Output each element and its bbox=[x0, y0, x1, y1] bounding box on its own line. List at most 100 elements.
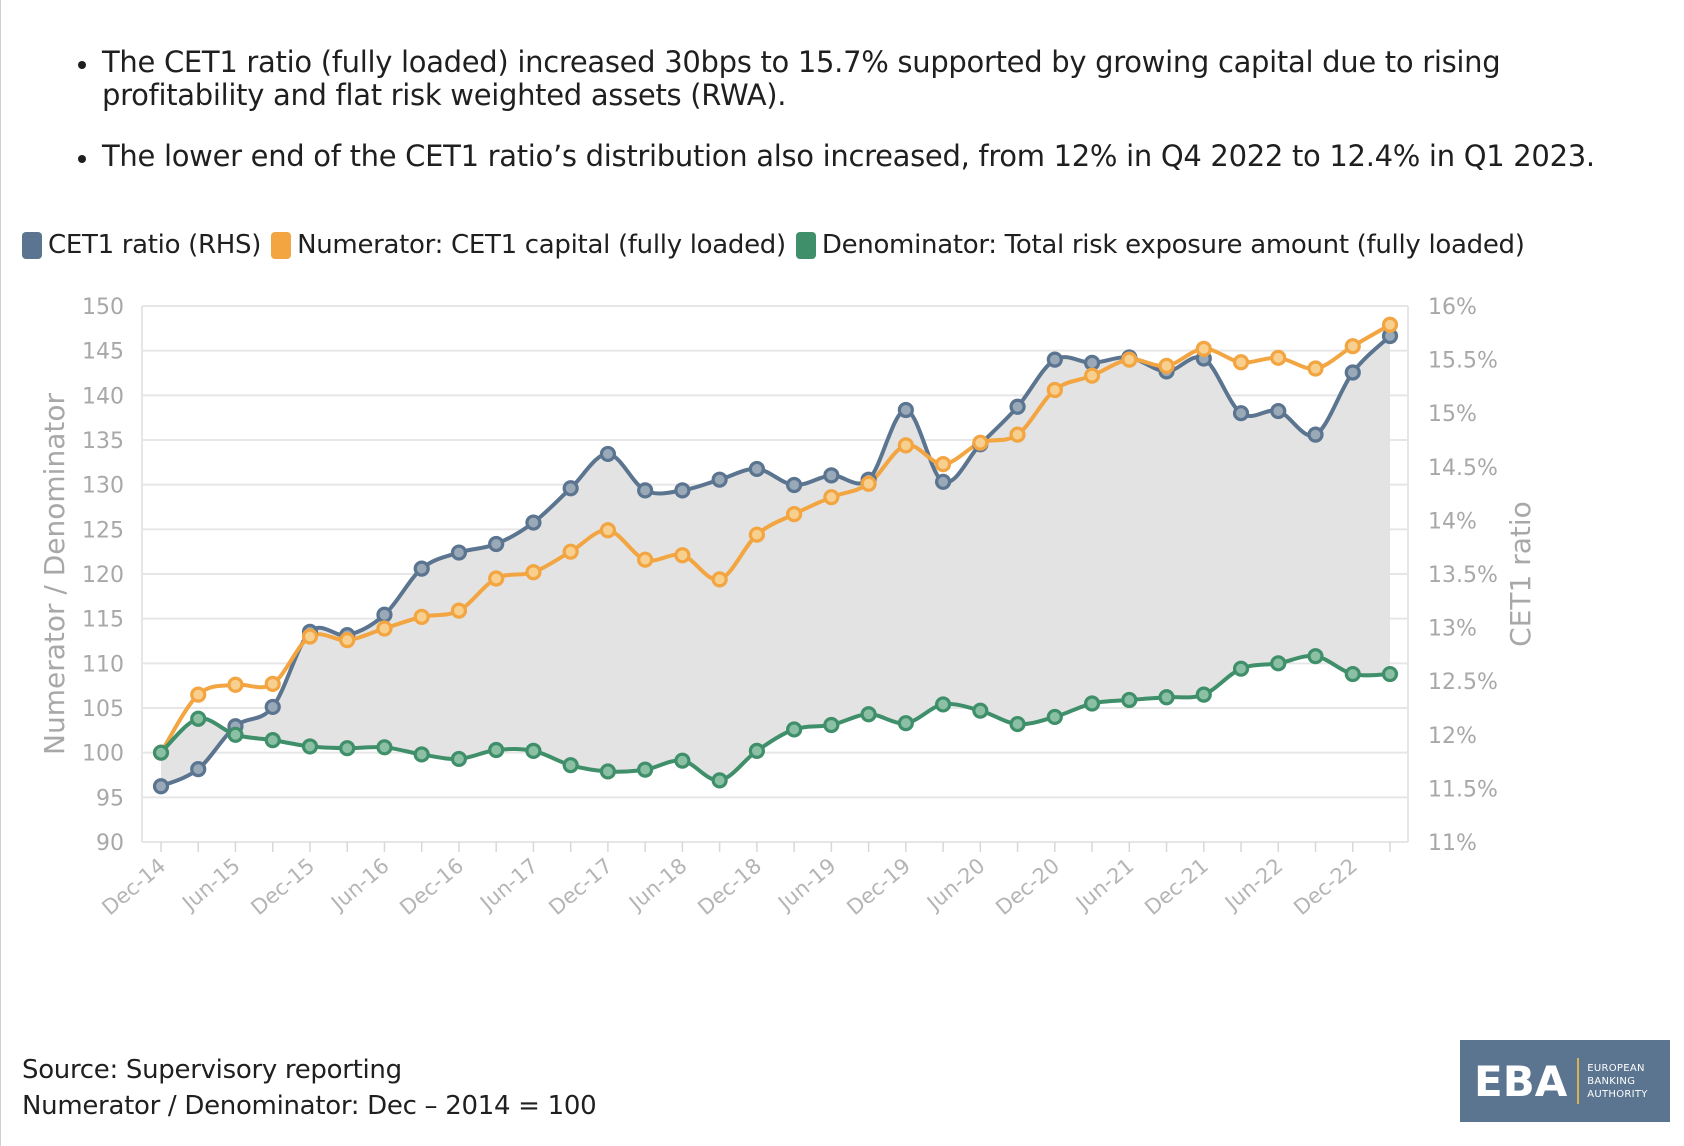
data-point bbox=[190, 761, 207, 778]
x-tick-label: Jun-18 bbox=[623, 853, 691, 916]
data-point bbox=[934, 696, 952, 713]
data-point bbox=[450, 602, 468, 619]
y2-axis-title: CET1 ratio bbox=[1504, 501, 1537, 647]
data-point bbox=[711, 772, 728, 789]
logo-divider bbox=[1577, 1058, 1580, 1104]
series-line bbox=[159, 322, 1392, 755]
chart-footer: Source: Supervisory reporting Numerator … bbox=[22, 1052, 597, 1124]
y2-tick-label: 13% bbox=[1428, 617, 1477, 642]
data-point bbox=[748, 742, 765, 759]
data-point bbox=[860, 706, 877, 723]
x-tick-label: Jun-16 bbox=[325, 853, 393, 916]
data-point bbox=[190, 686, 207, 703]
eba-logo: EBA EUROPEAN BANKING AUTHORITY bbox=[1460, 1040, 1670, 1122]
data-point bbox=[1344, 665, 1361, 683]
x-tick-label: Dec-21 bbox=[1140, 853, 1213, 920]
data-point bbox=[450, 750, 468, 768]
data-point bbox=[748, 526, 765, 543]
legend-label: Denominator: Total risk exposure amount … bbox=[821, 230, 1525, 260]
data-point bbox=[897, 715, 914, 732]
y-tick-label: 90 bbox=[96, 831, 124, 856]
data-point bbox=[934, 473, 952, 490]
data-point bbox=[339, 632, 356, 649]
y-tick-label: 105 bbox=[82, 697, 124, 722]
y-tick-label: 95 bbox=[96, 786, 124, 811]
bullet-dot-icon bbox=[78, 155, 86, 163]
data-point bbox=[1121, 351, 1138, 368]
logo-line: BANKING bbox=[1587, 1075, 1636, 1087]
data-point bbox=[339, 740, 356, 757]
data-point bbox=[1307, 426, 1324, 443]
data-point bbox=[413, 746, 430, 763]
chart-legend: CET1 ratio (RHS) Numerator: CET1 capital… bbox=[22, 230, 1535, 260]
x-tick-label: Dec-17 bbox=[544, 853, 617, 920]
data-point bbox=[897, 401, 914, 419]
data-point bbox=[264, 698, 281, 716]
data-point bbox=[1158, 689, 1175, 706]
data-point bbox=[562, 543, 579, 560]
data-point bbox=[786, 721, 803, 738]
legend-swatch-icon bbox=[795, 231, 816, 259]
y2-tick-label: 12% bbox=[1428, 724, 1477, 749]
data-point bbox=[376, 606, 393, 623]
data-point bbox=[190, 710, 207, 727]
data-point bbox=[562, 757, 579, 774]
line-chart: 150 145 140 135 130 125 120 115 110 105 100 95 90 16%… bbox=[38, 295, 1537, 920]
data-point bbox=[525, 742, 542, 759]
legend-item-cet1-ratio[interactable]: CET1 ratio (RHS) bbox=[22, 230, 261, 260]
data-point bbox=[1195, 340, 1212, 357]
data-point bbox=[450, 544, 468, 561]
x-tick-label: Jun-17 bbox=[474, 853, 542, 916]
legend-item-denominator[interactable]: Denominator: Total risk exposure amount … bbox=[795, 230, 1525, 260]
data-point bbox=[972, 434, 989, 451]
data-point bbox=[264, 675, 281, 692]
data-point bbox=[488, 741, 505, 759]
y-tick-label: 130 bbox=[82, 474, 124, 499]
y-tick-label: 115 bbox=[82, 608, 124, 633]
data-point bbox=[1158, 357, 1175, 374]
legend-item-numerator[interactable]: Numerator: CET1 capital (fully loaded) bbox=[271, 230, 786, 260]
data-point bbox=[934, 456, 952, 473]
y2-tick-label: 13.5% bbox=[1428, 563, 1498, 588]
x-tick-label: Dec-15 bbox=[246, 853, 319, 920]
data-point bbox=[1344, 364, 1361, 381]
y-tick-label: 145 bbox=[82, 340, 124, 365]
data-point bbox=[1232, 354, 1250, 371]
data-point bbox=[1270, 402, 1287, 420]
y-tick-label: 135 bbox=[82, 429, 124, 454]
data-point bbox=[860, 475, 877, 492]
y2-tick-label: 11.5% bbox=[1428, 777, 1498, 802]
data-point bbox=[1381, 316, 1399, 333]
data-point bbox=[525, 564, 542, 581]
x-tick-label: Dec-19 bbox=[842, 853, 915, 920]
data-point bbox=[1009, 426, 1026, 443]
data-point bbox=[1344, 338, 1361, 355]
data-point bbox=[1381, 665, 1399, 683]
data-point bbox=[1046, 381, 1063, 399]
y2-tick-label: 16% bbox=[1428, 295, 1477, 320]
x-tick-label: Dec-16 bbox=[395, 853, 468, 920]
y-tick-label: 125 bbox=[82, 518, 124, 543]
bullet-text: The lower end of the CET1 ratio’s distri… bbox=[102, 139, 1595, 173]
y2-tick-label: 11% bbox=[1428, 831, 1477, 856]
data-point bbox=[823, 489, 840, 506]
data-point bbox=[488, 535, 505, 553]
logo-line: AUTHORITY bbox=[1587, 1088, 1648, 1100]
data-point bbox=[637, 761, 654, 778]
bullet-text: The CET1 ratio (fully loaded) increased … bbox=[102, 45, 1501, 112]
data-point bbox=[823, 716, 840, 734]
data-point bbox=[413, 608, 430, 625]
data-point bbox=[1232, 405, 1250, 422]
data-point bbox=[637, 551, 654, 568]
data-point bbox=[1083, 367, 1101, 384]
data-point bbox=[1307, 360, 1324, 377]
data-point bbox=[674, 752, 691, 769]
x-tick-label: Dec-22 bbox=[1289, 853, 1362, 920]
data-point bbox=[823, 467, 840, 484]
data-point bbox=[1270, 349, 1287, 366]
data-point bbox=[376, 620, 393, 637]
x-tick-label: Jun-15 bbox=[176, 853, 244, 916]
data-point bbox=[786, 506, 803, 523]
y-axis-title: Numerator / Denominator bbox=[38, 393, 71, 755]
data-point bbox=[972, 702, 989, 719]
